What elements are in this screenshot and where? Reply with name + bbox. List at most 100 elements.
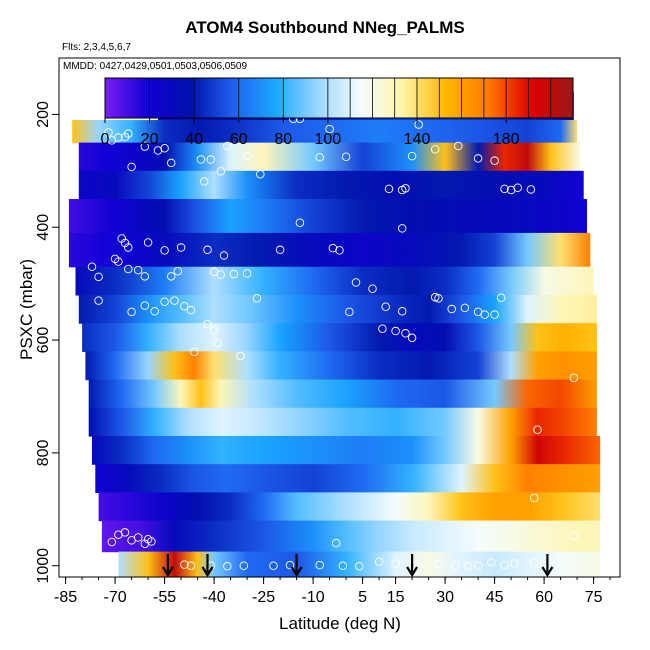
observation-marker — [94, 272, 103, 282]
y-tick-label: 400 — [35, 214, 52, 241]
observation-marker — [127, 307, 136, 317]
observation-marker — [510, 559, 519, 568]
observation-marker — [355, 562, 364, 571]
observation-marker — [114, 257, 123, 266]
observation-marker — [463, 562, 473, 571]
colorbar: 0 20 40 60 80 100 140 180 — [101, 77, 574, 148]
observation-marker — [487, 558, 496, 567]
observation-marker — [391, 559, 400, 568]
observation-marker — [252, 294, 262, 303]
observation-marker — [407, 333, 417, 343]
observation-marker — [186, 561, 196, 570]
x-axis-label: Latitude (deg N) — [279, 614, 401, 633]
observation-marker — [216, 270, 225, 279]
observation-marker — [397, 224, 407, 233]
x-tick-label: -25 — [252, 589, 275, 606]
observation-marker — [150, 307, 159, 316]
observation-marker — [374, 557, 384, 567]
observation-marker — [166, 158, 176, 168]
x-tick-label: 30 — [436, 589, 454, 606]
observation-marker — [120, 528, 130, 537]
dates-note: MMDD: 0427,0429,0501,0503,0506,0509 — [63, 61, 248, 72]
observation-marker — [206, 155, 216, 164]
observation-marker — [219, 251, 229, 260]
observation-marker — [533, 425, 542, 435]
observation-marker — [236, 351, 245, 361]
observation-marker — [401, 329, 410, 338]
plot-frame — [58, 57, 621, 578]
observation-marker — [203, 245, 212, 255]
heatmap-band — [78, 170, 584, 200]
observation-marker — [285, 560, 295, 570]
observation-marker — [223, 141, 232, 151]
observation-marker — [180, 560, 189, 569]
y-tick-label: 1000 — [35, 548, 52, 584]
observation-marker — [490, 156, 499, 165]
observation-marker — [256, 169, 265, 179]
observation-marker — [447, 304, 456, 314]
observation-marker — [473, 154, 483, 163]
observation-marker — [513, 183, 522, 192]
observation-marker — [239, 561, 249, 570]
observation-marker — [190, 347, 199, 357]
observation-marker — [147, 537, 156, 546]
colorbar-tick-label: 180 — [493, 131, 520, 148]
observation-marker — [124, 129, 133, 138]
colorbar-gradient — [105, 78, 573, 118]
observation-marker — [378, 324, 387, 334]
heatmap-band — [118, 551, 601, 578]
observation-marker — [529, 493, 539, 503]
heatmap-band — [95, 464, 601, 493]
observation-marker — [275, 245, 285, 255]
colorbar-border — [104, 77, 574, 119]
x-tick-label: 45 — [486, 589, 504, 606]
observation-marker — [107, 537, 117, 547]
observation-marker — [213, 338, 222, 348]
heatmap-band — [82, 323, 597, 352]
observation-marker — [381, 302, 390, 312]
observation-marker — [368, 284, 377, 293]
observation-marker — [315, 153, 324, 162]
observation-marker — [87, 262, 97, 271]
observation-marker — [454, 141, 463, 151]
heatmap-band — [68, 199, 587, 234]
colorbar-tick-label: 20 — [141, 131, 159, 148]
observation-marker — [569, 373, 579, 383]
observation-marker — [180, 301, 189, 311]
observation-marker — [331, 538, 341, 548]
observation-marker — [500, 560, 509, 570]
observation-marker — [133, 533, 143, 542]
down-arrow — [290, 554, 303, 578]
colorbar-tick-label: 40 — [185, 131, 203, 148]
x-tick-label: -40 — [203, 589, 226, 606]
y-tick-label: 200 — [35, 101, 52, 128]
observation-marker — [186, 305, 196, 315]
flights-note: Flts: 2,3,4,5,6,7 — [62, 42, 131, 53]
down-arrow — [541, 554, 554, 578]
observation-marker — [143, 238, 153, 247]
heatmap-band — [78, 142, 581, 172]
observation-marker — [345, 307, 354, 317]
observation-marker — [414, 120, 423, 129]
observation-marker — [209, 326, 219, 335]
observation-marker — [160, 246, 169, 255]
observation-marker — [124, 264, 133, 274]
x-tick-label: 5 — [358, 589, 367, 606]
y-axis: 200 400 600 800 1000 — [35, 101, 59, 584]
observation-markers — [87, 107, 579, 571]
observation-marker — [196, 155, 206, 164]
heatmap-band — [88, 407, 597, 437]
observation-marker — [216, 167, 225, 176]
observation-marker — [401, 184, 410, 193]
observation-marker — [434, 294, 443, 303]
observation-marker — [549, 561, 559, 570]
observation-marker — [407, 151, 417, 161]
observation-marker — [104, 128, 113, 137]
heatmap-band — [88, 379, 597, 409]
observation-marker — [473, 561, 483, 570]
heatmap-band — [75, 266, 594, 296]
heatmap-bands — [68, 91, 601, 578]
observation-marker — [351, 278, 361, 287]
observation-marker — [242, 151, 252, 161]
observation-marker — [338, 561, 348, 570]
